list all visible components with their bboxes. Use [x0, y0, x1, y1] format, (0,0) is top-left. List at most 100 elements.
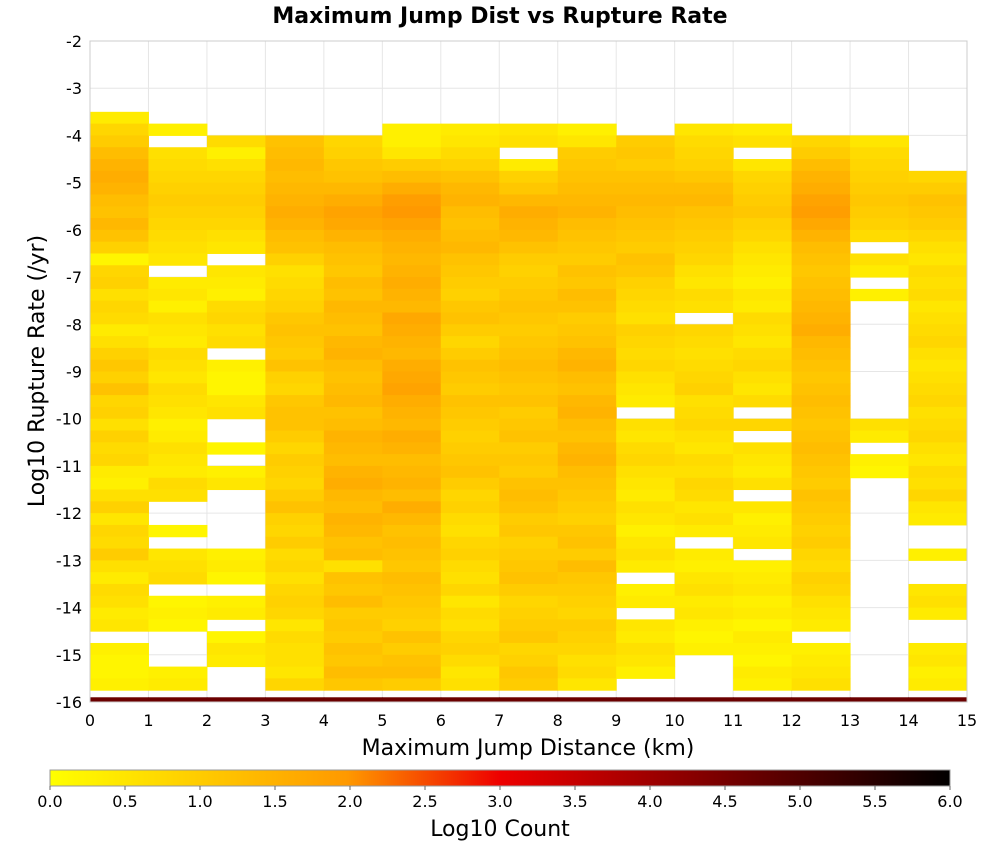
heatmap-cell — [908, 513, 968, 526]
heatmap-cell — [557, 442, 617, 455]
heatmap-cell — [499, 395, 559, 408]
heatmap-cell — [323, 560, 383, 573]
heatmap-cell — [148, 524, 208, 538]
heatmap-cell — [499, 619, 559, 632]
heatmap-cell — [206, 560, 266, 573]
heatmap-cell — [616, 513, 676, 526]
heatmap-cell — [265, 442, 325, 455]
heatmap-cell — [499, 159, 559, 172]
heatmap-cell — [674, 336, 734, 349]
heatmap-cell — [323, 548, 383, 561]
heatmap-cell — [733, 418, 793, 432]
heatmap-cell — [616, 347, 676, 361]
heatmap-cell — [557, 359, 617, 372]
heatmap-cell — [908, 477, 968, 491]
heatmap-cell — [90, 595, 149, 609]
heatmap-cell — [440, 442, 500, 455]
heatmap-cell — [90, 288, 149, 302]
heatmap-cell — [323, 442, 383, 455]
heatmap-cell — [265, 631, 325, 644]
heatmap-cell — [265, 619, 325, 632]
colorbar-tick-label: 0.5 — [112, 792, 137, 811]
heatmap-cell — [791, 288, 851, 302]
heatmap-cell — [791, 607, 851, 620]
heatmap-cell — [323, 619, 383, 632]
heatmap-cell — [791, 583, 851, 597]
heatmap-cell — [674, 300, 734, 313]
heatmap-cell — [557, 229, 617, 243]
heatmap-cell — [791, 359, 851, 372]
heatmap-cell — [265, 324, 325, 337]
heatmap-cell — [791, 241, 851, 254]
heatmap-cell — [323, 229, 383, 243]
heatmap-cell — [148, 218, 208, 231]
heatmap-cell — [733, 159, 793, 172]
heatmap-cell-bottom — [499, 697, 559, 702]
heatmap-cell — [908, 324, 968, 337]
heatmap-cell — [791, 312, 851, 325]
heatmap-cell — [265, 347, 325, 361]
heatmap-cell — [440, 159, 500, 172]
heatmap-cell — [499, 678, 559, 691]
heatmap-cell — [90, 147, 149, 160]
heatmap-cell — [148, 430, 208, 443]
heatmap-cell — [733, 383, 793, 396]
heatmap-cell — [791, 395, 851, 408]
heatmap-cell — [323, 265, 383, 278]
heatmap-cell — [206, 288, 266, 302]
heatmap-cell — [206, 395, 266, 408]
heatmap-cell — [499, 135, 559, 148]
heatmap-cell — [148, 347, 208, 361]
heatmap-cell — [499, 642, 559, 656]
heatmap-cell — [90, 548, 149, 561]
heatmap-cell — [440, 300, 500, 313]
heatmap-cell — [323, 206, 383, 219]
x-tick-label: 12 — [781, 711, 801, 730]
heatmap-cell — [323, 359, 383, 372]
heatmap-cell — [148, 277, 208, 290]
heatmap-cell — [499, 501, 559, 514]
heatmap-cell — [440, 182, 500, 195]
heatmap-cell — [265, 371, 325, 384]
heatmap-cell — [557, 548, 617, 561]
heatmap-cell — [206, 631, 266, 644]
x-tick-label: 6 — [436, 711, 446, 730]
heatmap-cell — [908, 583, 968, 597]
y-axis-label: Log10 Rupture Rate (/yr) — [25, 235, 50, 507]
heatmap-cell — [616, 229, 676, 243]
heatmap-cell — [265, 170, 325, 184]
heatmap-cell — [382, 383, 442, 396]
heatmap-cell — [616, 395, 676, 408]
heatmap-cell — [206, 548, 266, 561]
heatmap-cell — [908, 277, 968, 290]
heatmap-cell — [674, 241, 734, 254]
heatmap-cell — [440, 312, 500, 325]
heatmap-cell — [90, 477, 149, 491]
heatmap-cell — [791, 347, 851, 361]
heatmap-cell — [557, 336, 617, 349]
y-tick-label: -16 — [56, 693, 82, 712]
heatmap-cell — [616, 206, 676, 219]
heatmap-cell — [148, 159, 208, 172]
heatmap-cell — [148, 572, 208, 585]
heatmap-cell — [791, 454, 851, 467]
heatmap-cell — [733, 678, 793, 691]
heatmap-cell — [674, 489, 734, 502]
heatmap-cell — [791, 489, 851, 502]
heatmap-cell — [323, 454, 383, 467]
heatmap-cell — [440, 241, 500, 254]
plot-frame — [89, 40, 968, 703]
heatmap-cell — [616, 383, 676, 396]
heatmap-cell — [557, 206, 617, 219]
heatmap-cell-bottom — [265, 697, 325, 702]
heatmap-cell — [733, 253, 793, 266]
heatmap-cell — [382, 159, 442, 172]
heatmap-cell — [382, 607, 442, 620]
heatmap-cell — [616, 135, 676, 148]
heatmap-cell — [616, 147, 676, 160]
heatmap-cell — [90, 607, 149, 620]
heatmap-cell — [440, 465, 500, 479]
heatmap-cell — [791, 253, 851, 266]
heatmap-cell — [674, 170, 734, 184]
heatmap-cell — [733, 631, 793, 644]
